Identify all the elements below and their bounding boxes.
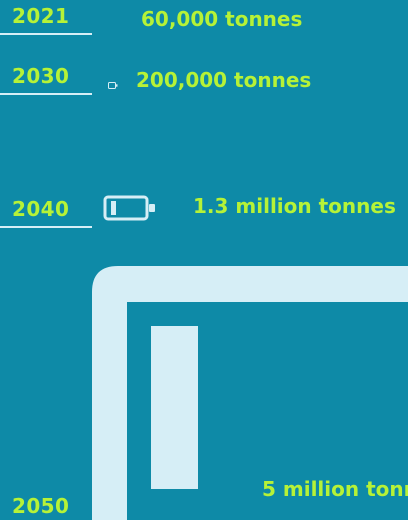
year-2021: 2021 bbox=[12, 4, 70, 28]
battery-icon bbox=[103, 195, 155, 221]
year-2030-rule bbox=[0, 93, 92, 95]
year-2021-rule bbox=[0, 33, 92, 35]
battery-icon bbox=[92, 266, 408, 520]
amount-2050: 5 million tonnes bbox=[262, 477, 408, 501]
year-2040: 2040 bbox=[12, 197, 70, 221]
amount-2040: 1.3 million tonnes bbox=[193, 194, 396, 218]
amount-2030: 200,000 tonnes bbox=[136, 68, 312, 92]
battery-icon bbox=[108, 82, 118, 89]
year-2050: 2050 bbox=[12, 494, 70, 518]
year-2040-rule bbox=[0, 226, 92, 228]
amount-2021: 60,000 tonnes bbox=[141, 7, 303, 31]
year-2030: 2030 bbox=[12, 64, 70, 88]
